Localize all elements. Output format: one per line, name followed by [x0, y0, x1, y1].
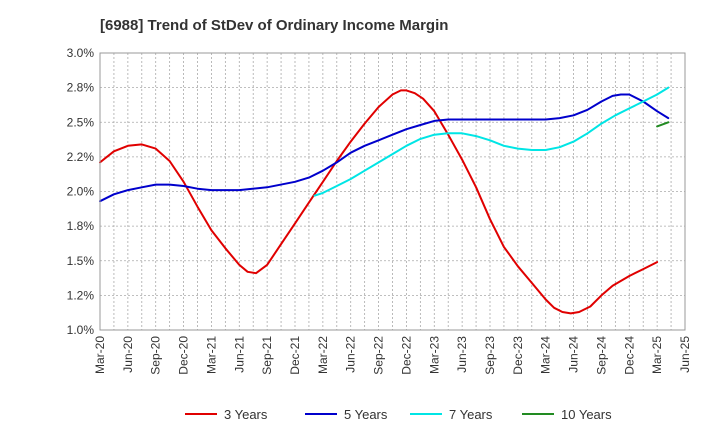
plot-frame — [99, 52, 686, 331]
x-tick-label: Sep-20 — [149, 336, 163, 375]
series-line-7-years — [313, 86, 670, 197]
series-line-10-years — [656, 121, 670, 128]
chart-title: [6988] Trend of StDev of Ordinary Income… — [100, 17, 448, 34]
y-tick-label: 1.5% — [67, 254, 95, 268]
x-tick-label: Sep-22 — [372, 336, 386, 375]
y-axis: 1.0% 1.2% 1.5% 1.8% 2.0% 2.2% 2.5% 2.8% 3.0% — [67, 46, 95, 337]
y-tick-label: 1.2% — [67, 288, 95, 302]
x-tick-label: Sep-21 — [260, 336, 274, 375]
x-tick-label: Jun-23 — [455, 336, 469, 373]
x-tick-label: Mar-24 — [539, 336, 553, 374]
x-tick-label: Jun-25 — [678, 336, 692, 373]
x-tick-label: Jun-20 — [121, 336, 135, 373]
series-line-5-years — [99, 93, 670, 203]
series-layer — [99, 86, 670, 315]
x-tick-label: Dec-24 — [622, 336, 636, 375]
y-tick-label: 1.0% — [67, 323, 95, 337]
y-tick-label: 2.8% — [67, 81, 95, 95]
y-tick-label: 2.5% — [67, 115, 95, 129]
legend: 3 Years 5 Years 7 Years 10 Years — [185, 407, 612, 422]
x-tick-label: Jun-21 — [232, 336, 246, 373]
series-line-3-years — [99, 89, 659, 315]
x-tick-label: Mar-20 — [93, 336, 107, 374]
x-tick-label: Dec-21 — [288, 336, 302, 375]
x-tick-label: Jun-24 — [567, 336, 581, 373]
y-tick-label: 2.0% — [67, 185, 95, 199]
x-tick-label: Sep-23 — [483, 336, 497, 375]
x-tick-label: Dec-23 — [511, 336, 525, 375]
x-tick-label: Mar-22 — [316, 336, 330, 374]
x-tick-label: Mar-25 — [650, 336, 664, 374]
x-tick-label: Mar-21 — [204, 336, 218, 374]
x-tick-label: Dec-22 — [399, 336, 413, 375]
x-tick-label: Dec-20 — [177, 336, 191, 375]
y-tick-label: 3.0% — [67, 46, 95, 60]
y-tick-label: 1.8% — [67, 219, 95, 233]
y-tick-label: 2.2% — [67, 150, 95, 164]
x-tick-label: Mar-23 — [427, 336, 441, 374]
legend-label: 7 Years — [449, 407, 493, 422]
legend-label: 10 Years — [561, 407, 612, 422]
legend-label: 3 Years — [224, 407, 268, 422]
x-tick-label: Sep-24 — [594, 336, 608, 375]
x-tick-label: Jun-22 — [344, 336, 358, 373]
x-axis: Mar-20 Jun-20 Sep-20 Dec-20 Mar-21 Jun-21 Sep-… — [93, 336, 692, 375]
legend-label: 5 Years — [344, 407, 388, 422]
